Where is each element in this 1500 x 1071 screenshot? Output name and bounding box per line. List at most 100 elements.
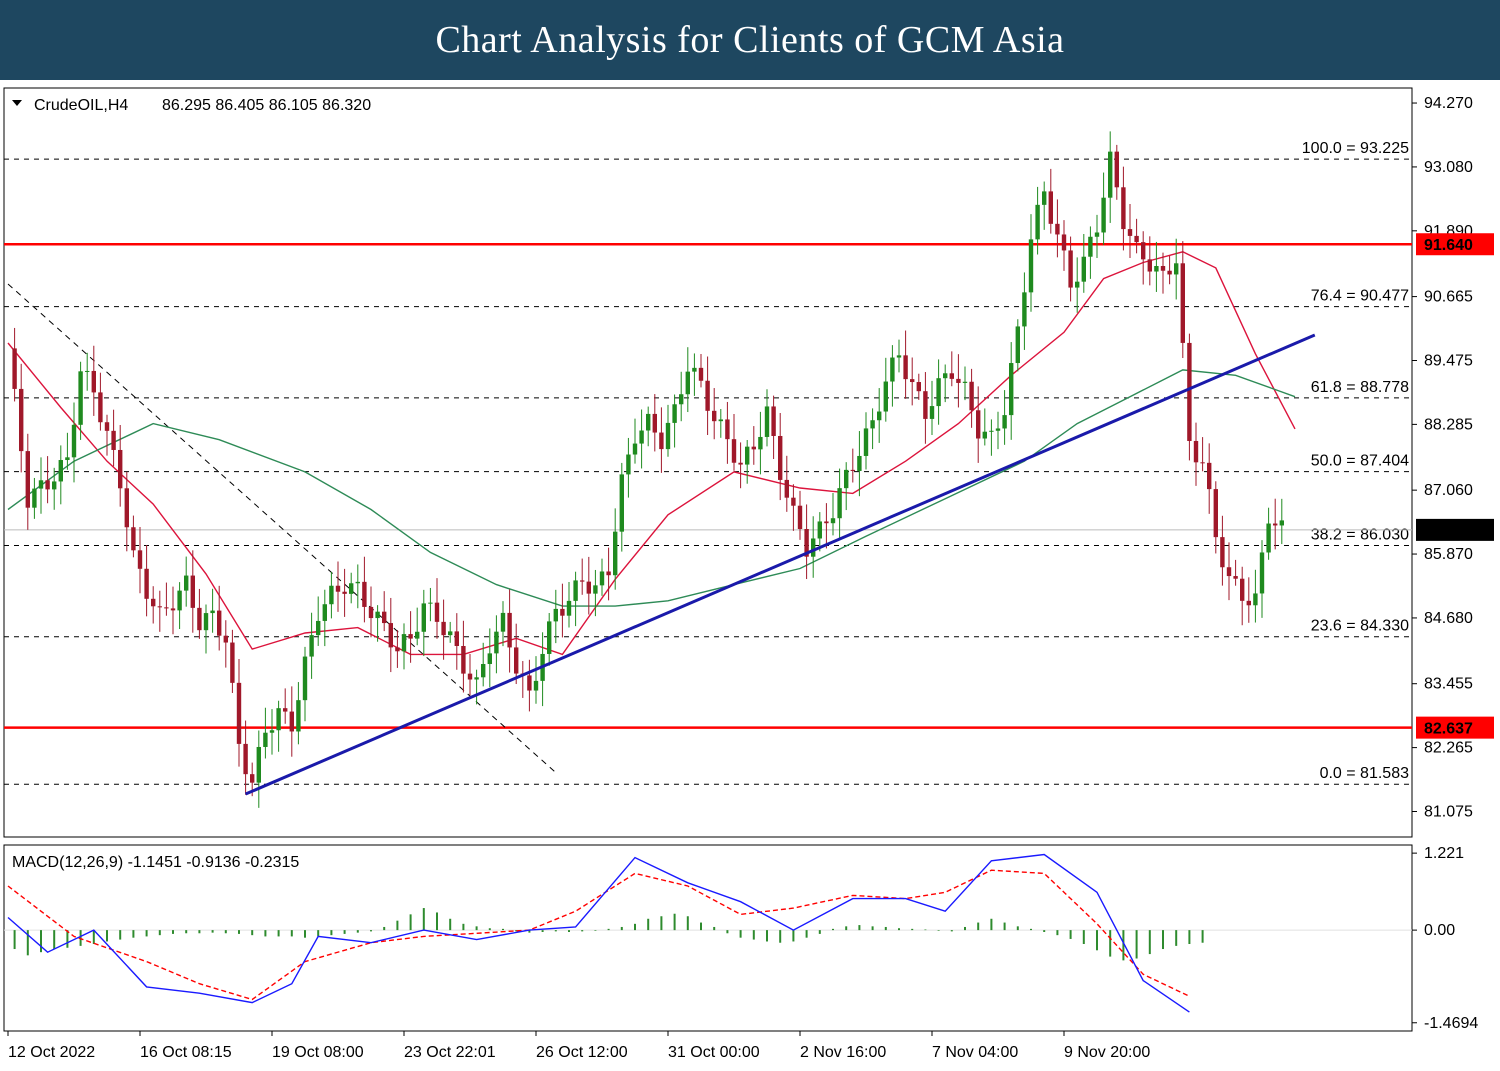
price-tick-label: 87.060 (1424, 482, 1473, 499)
candle-body (692, 367, 697, 372)
candle-body (494, 631, 499, 654)
candle-body (1240, 578, 1245, 601)
ohlc-values: 86.295 86.405 86.105 86.320 (162, 97, 371, 114)
candle-body (626, 454, 631, 475)
level-price-label: 82.637 (1424, 721, 1473, 738)
candle-body (791, 497, 796, 506)
candle-body (448, 631, 453, 636)
candle-body (560, 608, 565, 616)
candle-body (1259, 552, 1265, 594)
fib-level-label: 38.2 = 86.030 (1311, 526, 1409, 543)
uptrend-line (245, 333, 1316, 796)
candle-body (553, 608, 558, 622)
chart-banner: Chart Analysis for Clients of GCM Asia (0, 0, 1500, 80)
candle-body (487, 653, 492, 665)
candle-body (850, 469, 855, 471)
macd-signal-line (7, 869, 1190, 1001)
fib-level-label: 100.0 = 93.225 (1302, 140, 1409, 157)
time-tick-label: 19 Oct 08:00 (272, 1044, 364, 1061)
fib-level-label: 23.6 = 84.330 (1311, 618, 1409, 635)
candle-body (1226, 567, 1232, 577)
candle-body (184, 575, 189, 591)
candle-body (1213, 489, 1218, 538)
candle-body (203, 613, 209, 631)
candle-body (355, 581, 360, 584)
candle-body (949, 373, 954, 379)
candle-body (943, 373, 948, 379)
candle-body (1088, 236, 1093, 257)
candle-body (441, 621, 446, 636)
candle-body (368, 606, 374, 619)
candle-body (751, 446, 756, 450)
time-tick-label: 9 Nov 20:00 (1064, 1044, 1150, 1061)
price-tick-label: 88.285 (1424, 416, 1473, 433)
candle-body (151, 598, 156, 607)
candle-body (177, 590, 182, 611)
candle-body (98, 392, 103, 423)
candle-body (25, 451, 30, 508)
candle-body (12, 348, 17, 389)
candle-body (573, 580, 578, 601)
candle-body (962, 381, 968, 383)
price-tick-label: 90.665 (1424, 289, 1473, 306)
candle-body (190, 575, 195, 608)
dropdown-triangle-icon[interactable] (12, 100, 22, 106)
symbol-label: CrudeOIL,H4 (34, 97, 128, 114)
candle-body (1200, 462, 1205, 464)
candle-body (698, 367, 704, 381)
candle-body (890, 357, 895, 382)
candle-body (157, 606, 162, 608)
candle-body (421, 603, 426, 632)
candle-body (685, 371, 690, 395)
candle-body (712, 410, 717, 422)
candle-body (1220, 537, 1225, 568)
candle-body (1009, 363, 1014, 416)
macd-main-line (7, 853, 1190, 1013)
candle-body (243, 743, 248, 775)
candle-body (916, 382, 921, 392)
candle-body (1160, 266, 1166, 271)
candle-body (758, 436, 763, 450)
price-layer: 100.0 = 93.225 76.4 = 90.477 61.8 = 88.778… (4, 131, 1412, 808)
candle-body (118, 449, 123, 489)
candle-body (870, 420, 875, 429)
candle-body (877, 411, 882, 421)
macd-tick-label: 0.00 (1424, 922, 1455, 939)
candle-body (718, 419, 723, 422)
candle-body (632, 443, 638, 455)
moving-average-line (7, 251, 1296, 656)
axis-layer: 94.27093.08091.89090.66589.47588.28587.0… (7, 95, 1494, 1061)
candle-body (236, 682, 242, 744)
fib-level-label: 61.8 = 88.778 (1311, 379, 1409, 396)
candle-body (335, 585, 341, 592)
candle-body (619, 474, 624, 532)
candle-body (593, 585, 598, 594)
candle-body (256, 746, 261, 783)
candle-body (659, 432, 664, 450)
candle-body (454, 631, 459, 647)
time-tick-label: 16 Oct 08:15 (140, 1044, 232, 1061)
candle-body (566, 600, 572, 616)
candle-body (316, 620, 321, 636)
candle-body (969, 381, 974, 411)
candle-body (910, 379, 915, 383)
candle-body (111, 430, 116, 450)
candle-body (1233, 576, 1238, 579)
candle-body (1193, 440, 1199, 463)
candle-body (302, 656, 308, 701)
candle-body (599, 571, 605, 586)
candle-body (857, 455, 862, 471)
candle-body (1273, 523, 1278, 526)
candle-body (863, 428, 869, 456)
candle-body (830, 518, 836, 524)
time-tick-label: 12 Oct 2022 (8, 1044, 95, 1061)
price-tick-label: 93.080 (1424, 159, 1473, 176)
candle-body (507, 612, 512, 648)
candle-body (32, 488, 37, 508)
candle-body (652, 413, 657, 433)
candle-body (296, 700, 301, 732)
candle-body (1127, 229, 1133, 236)
candle-body (1108, 151, 1113, 198)
candle-body (1279, 520, 1284, 526)
candle-body (665, 422, 671, 450)
